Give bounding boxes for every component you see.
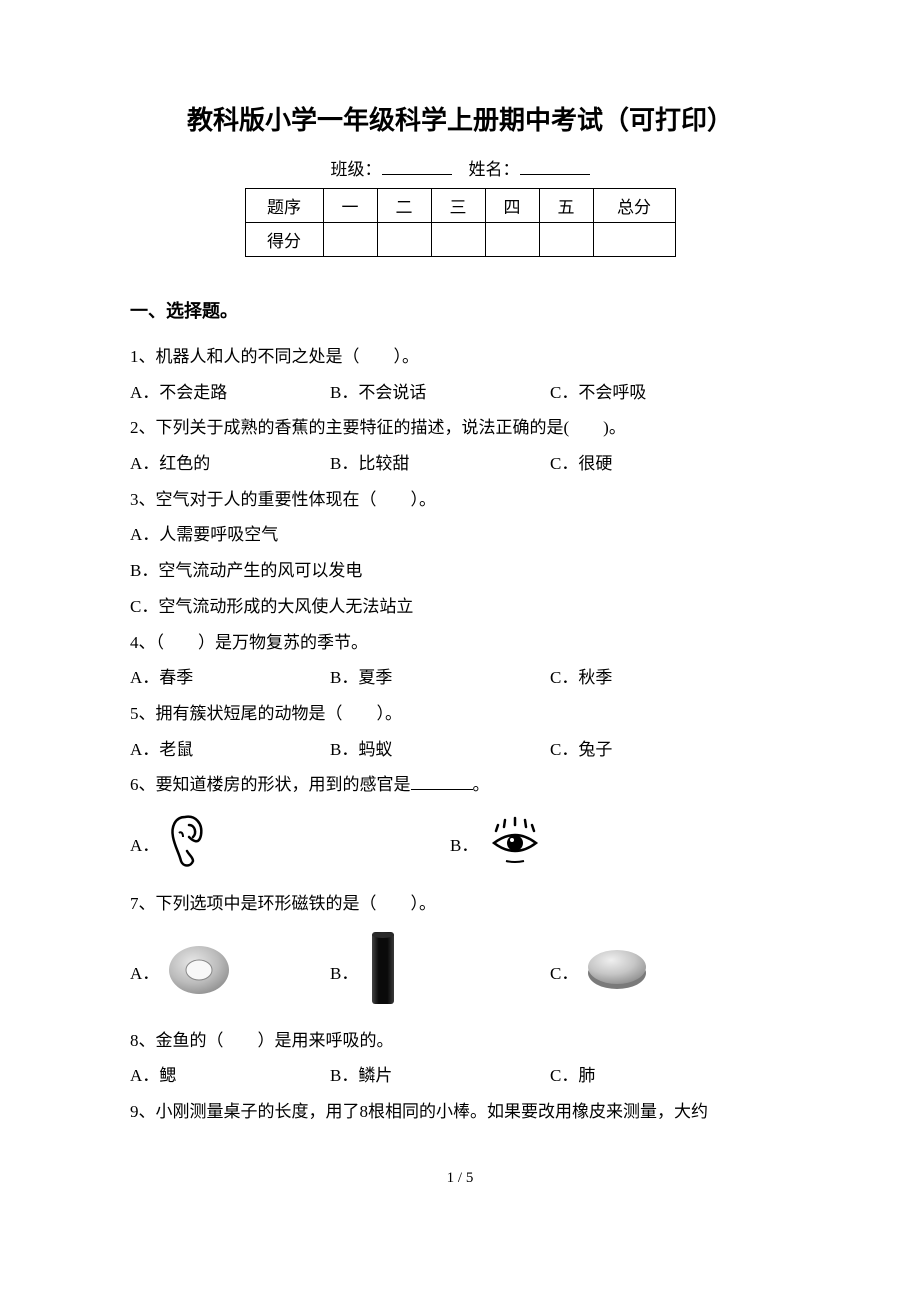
q7-opt-a[interactable]: A． <box>130 940 330 1003</box>
score-cell-3[interactable] <box>431 223 485 257</box>
q8-opt-a[interactable]: A．鳃 <box>130 1058 330 1094</box>
score-cell-1[interactable] <box>323 223 377 257</box>
q7-options: A． B． <box>130 930 790 1013</box>
q4-opt-c[interactable]: C．秋季 <box>550 660 612 696</box>
score-header-3: 三 <box>431 189 485 223</box>
ring-magnet-icon <box>165 940 233 1003</box>
score-header-total: 总分 <box>593 189 675 223</box>
class-label: 班级： <box>331 160 382 179</box>
score-cell-4[interactable] <box>485 223 539 257</box>
q2-options: A．红色的 B．比较甜 C．很硬 <box>130 446 790 482</box>
score-cell-total[interactable] <box>593 223 675 257</box>
q8-options: A．鳃 B．鳞片 C．肺 <box>130 1058 790 1094</box>
q6-opt-a[interactable]: A． <box>130 811 450 876</box>
page-title: 教科版小学一年级科学上册期中考试（可打印） <box>130 100 790 137</box>
q4-opt-b[interactable]: B．夏季 <box>330 660 550 696</box>
q3-opt-c[interactable]: C．空气流动形成的大风使人无法站立 <box>130 589 790 625</box>
q6-opt-b-label: B． <box>450 831 478 856</box>
name-label: 姓名： <box>469 160 520 179</box>
score-header-4: 四 <box>485 189 539 223</box>
q1-options: A．不会走路 B．不会说话 C．不会呼吸 <box>130 375 790 411</box>
score-header-label: 题序 <box>245 189 323 223</box>
section-1-heading: 一、选择题。 <box>130 297 790 323</box>
q7-opt-b-label: B． <box>330 959 358 984</box>
q3-opt-a[interactable]: A．人需要呼吸空气 <box>130 517 790 553</box>
q7-opt-a-label: A． <box>130 959 159 984</box>
ear-icon <box>165 811 211 876</box>
q7-opt-c-label: C． <box>550 959 578 984</box>
q7-opt-c[interactable]: C． <box>550 945 650 998</box>
q7-opt-b[interactable]: B． <box>330 930 550 1013</box>
q8-opt-c[interactable]: C．肺 <box>550 1058 595 1094</box>
q6-blank[interactable] <box>411 773 473 790</box>
q5-options: A．老鼠 B．蚂蚁 C．兔子 <box>130 732 790 768</box>
q6-opt-b[interactable]: B． <box>450 813 670 874</box>
disk-magnet-icon <box>584 945 650 998</box>
q8-opt-b[interactable]: B．鳞片 <box>330 1058 550 1094</box>
bar-magnet-icon <box>364 930 402 1013</box>
score-cell-2[interactable] <box>377 223 431 257</box>
score-table-header-row: 题序 一 二 三 四 五 总分 <box>245 189 675 223</box>
q1-opt-c[interactable]: C．不会呼吸 <box>550 375 646 411</box>
q3-opt-b[interactable]: B．空气流动产生的风可以发电 <box>130 553 790 589</box>
q2-opt-c[interactable]: C．很硬 <box>550 446 612 482</box>
q5-opt-a[interactable]: A．老鼠 <box>130 732 330 768</box>
eye-icon <box>484 813 546 874</box>
exam-page: 教科版小学一年级科学上册期中考试（可打印） 班级： 姓名： 题序 一 二 三 四… <box>0 0 920 1227</box>
q6-text-after: 。 <box>473 775 490 794</box>
q1-text: 1、机器人和人的不同之处是（ ）。 <box>130 339 790 375</box>
score-row-label: 得分 <box>245 223 323 257</box>
score-table: 题序 一 二 三 四 五 总分 得分 <box>245 188 676 257</box>
q7-text: 7、下列选项中是环形磁铁的是（ ）。 <box>130 886 790 922</box>
class-blank[interactable] <box>382 158 452 175</box>
class-name-line: 班级： 姓名： <box>130 155 790 180</box>
q5-text: 5、拥有簇状短尾的动物是（ ）。 <box>130 696 790 732</box>
q3-text: 3、空气对于人的重要性体现在（ ）。 <box>130 482 790 518</box>
score-header-1: 一 <box>323 189 377 223</box>
q9-text: 9、小刚测量桌子的长度，用了8根相同的小棒。如果要改用橡皮来测量，大约 <box>130 1094 790 1130</box>
score-table-score-row: 得分 <box>245 223 675 257</box>
q6-text-before: 6、要知道楼房的形状，用到的感官是 <box>130 775 411 794</box>
q8-text: 8、金鱼的（ ）是用来呼吸的。 <box>130 1023 790 1059</box>
q6-options: A． B． <box>130 811 790 876</box>
q6-opt-a-label: A． <box>130 831 159 856</box>
q5-opt-c[interactable]: C．兔子 <box>550 732 612 768</box>
q5-opt-b[interactable]: B．蚂蚁 <box>330 732 550 768</box>
q6-text: 6、要知道楼房的形状，用到的感官是 。 <box>130 767 790 803</box>
q4-text: 4、（ ）是万物复苏的季节。 <box>130 625 790 661</box>
score-cell-5[interactable] <box>539 223 593 257</box>
q3-options: A．人需要呼吸空气 B．空气流动产生的风可以发电 C．空气流动形成的大风使人无法… <box>130 517 790 624</box>
q4-options: A．春季 B．夏季 C．秋季 <box>130 660 790 696</box>
score-header-2: 二 <box>377 189 431 223</box>
q1-opt-a[interactable]: A．不会走路 <box>130 375 330 411</box>
q4-opt-a[interactable]: A．春季 <box>130 660 330 696</box>
name-blank[interactable] <box>520 158 590 175</box>
q2-opt-a[interactable]: A．红色的 <box>130 446 330 482</box>
q1-opt-b[interactable]: B．不会说话 <box>330 375 550 411</box>
page-footer: 1 / 5 <box>130 1170 790 1187</box>
q2-text: 2、下列关于成熟的香蕉的主要特征的描述，说法正确的是( )。 <box>130 410 790 446</box>
q2-opt-b[interactable]: B．比较甜 <box>330 446 550 482</box>
score-header-5: 五 <box>539 189 593 223</box>
